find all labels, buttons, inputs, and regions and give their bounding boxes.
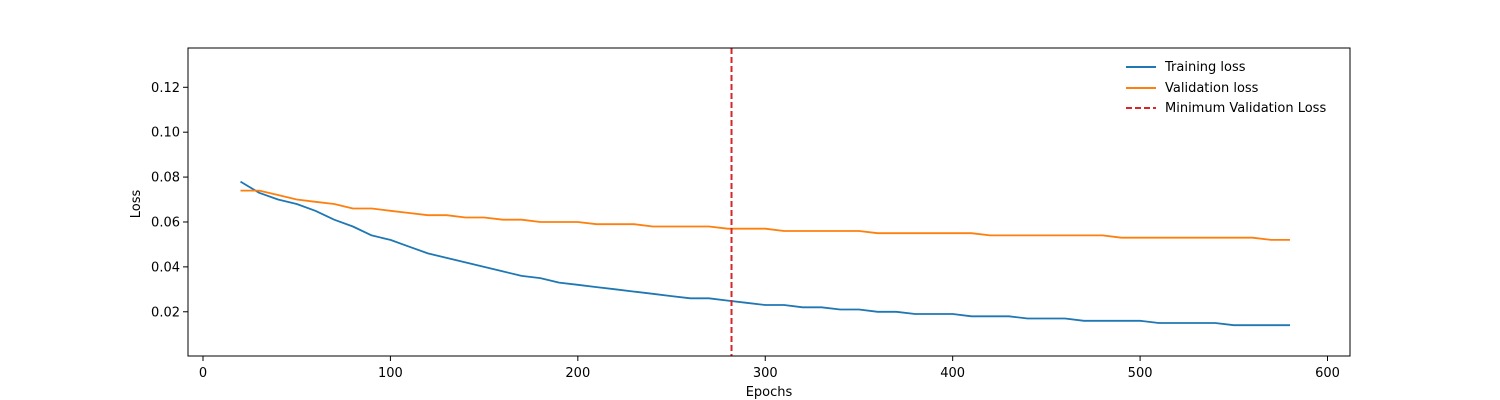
y-tick-label: 0.04: [151, 260, 180, 275]
x-ticks: 0 100 200 300 400 500 600: [199, 356, 1340, 381]
legend-validation-label: Validation loss: [1165, 81, 1259, 96]
x-tick-label: 0: [199, 366, 207, 381]
y-axis-label: Loss: [129, 190, 144, 219]
y-tick-label: 0.08: [151, 171, 180, 186]
x-tick-label: 500: [1128, 366, 1153, 381]
y-tick-label: 0.12: [151, 81, 180, 96]
legend-minimum-label: Minimum Validation Loss: [1165, 101, 1326, 116]
x-tick-label: 300: [753, 366, 778, 381]
training-loss-line: [240, 180, 1290, 327]
legend: Training loss Validation loss Minimum Va…: [1126, 60, 1326, 116]
series-layer: [240, 180, 1290, 327]
x-tick-label: 100: [378, 366, 403, 381]
y-tick-label: 0.06: [151, 215, 180, 230]
x-tick-label: 600: [1315, 366, 1340, 381]
y-tick-label: 0.02: [151, 305, 180, 320]
validation-loss-line: [240, 189, 1290, 241]
legend-training-label: Training loss: [1164, 60, 1246, 75]
plot-frame: [187, 47, 1351, 357]
x-axis-label: Epochs: [746, 385, 793, 400]
y-tick-label: 0.10: [151, 126, 180, 141]
y-ticks: 0.02 0.04 0.06 0.08 0.10 0.12: [151, 81, 188, 320]
x-tick-label: 400: [940, 366, 965, 381]
x-tick-label: 200: [565, 366, 590, 381]
